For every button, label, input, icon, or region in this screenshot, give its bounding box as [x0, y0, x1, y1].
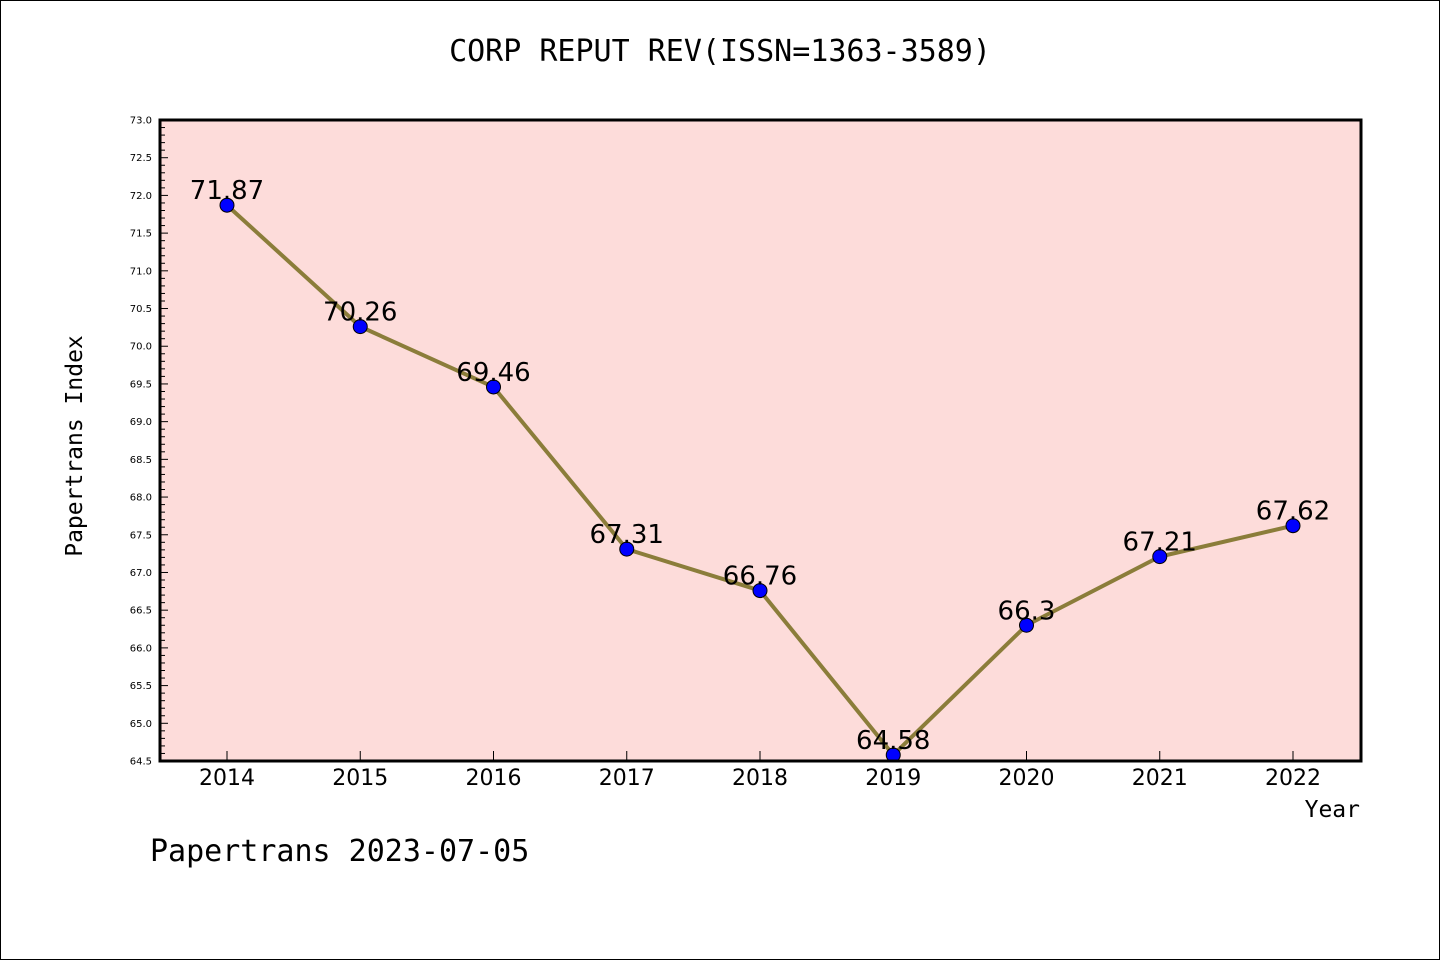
data-label: 67.21 [1123, 528, 1197, 558]
x-tick-label: 2014 [199, 766, 255, 791]
y-tick-label: 65.0 [130, 719, 152, 730]
y-tick-label: 72.5 [130, 153, 152, 164]
data-point [752, 583, 768, 599]
footer-watermark: Papertrans 2023-07-05 [150, 834, 530, 869]
data-label: 67.62 [1256, 497, 1330, 527]
data-label: 69.46 [456, 358, 530, 388]
y-tick-label: 67.0 [130, 568, 152, 579]
y-tick-label: 66.5 [130, 606, 152, 617]
data-point [219, 197, 235, 213]
plot-border [158, 118, 1363, 763]
x-tick-label: 2016 [466, 766, 522, 791]
x-axis-label: Year [1304, 797, 1360, 823]
x-tick-label: 2017 [599, 766, 655, 791]
data-label: 64.58 [856, 726, 930, 756]
x-tick-label: 2018 [732, 766, 788, 791]
y-tick-label: 73.0 [130, 116, 152, 127]
x-tick-label: 2021 [1132, 766, 1188, 791]
data-point [352, 319, 368, 335]
y-tick-label: 71.5 [130, 229, 152, 240]
data-point [1019, 617, 1034, 633]
y-tick-label: 64.5 [130, 757, 152, 768]
data-label: 71.87 [190, 176, 264, 206]
x-tick-label: 2022 [1265, 766, 1321, 791]
data-point [619, 541, 635, 557]
data-point [1285, 518, 1301, 534]
y-tick-label: 69.0 [130, 417, 152, 428]
y-tick-label: 66.0 [130, 643, 152, 654]
data-point [486, 379, 501, 395]
y-tick-label: 67.5 [130, 530, 152, 541]
x-tick-label: 2015 [332, 766, 388, 791]
y-tick-label: 70.0 [130, 342, 152, 353]
data-label: 66.3 [998, 596, 1056, 626]
x-tick-label: 2019 [865, 766, 921, 791]
data-point [1152, 549, 1168, 565]
y-tick-label: 70.5 [130, 304, 152, 315]
data-label: 66.76 [723, 562, 797, 592]
chart-title: CORP REPUT REV(ISSN=1363-3589) [449, 34, 991, 69]
y-tick-label: 69.5 [130, 379, 152, 390]
y-tick-label: 65.5 [130, 681, 152, 692]
plot-background [160, 120, 1361, 761]
data-label: 67.31 [590, 520, 664, 550]
y-tick-label: 72.0 [130, 191, 152, 202]
y-tick-label: 68.0 [130, 493, 152, 504]
x-tick-label: 2020 [999, 766, 1055, 791]
y-tick-label: 71.0 [130, 266, 152, 277]
data-label: 70.26 [323, 298, 397, 328]
y-tick-label: 68.5 [130, 455, 152, 466]
